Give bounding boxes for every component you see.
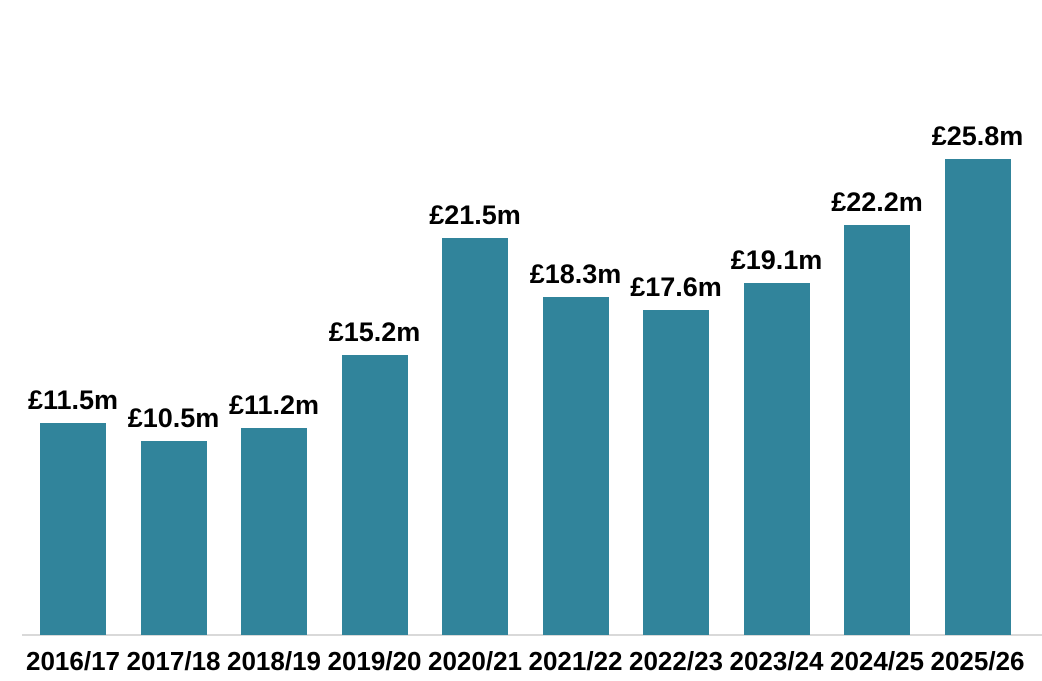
- x-axis-label: 2023/24: [729, 646, 824, 676]
- data-label: £11.2m: [228, 390, 320, 420]
- bar-2024-25: [844, 225, 910, 635]
- data-label: £11.5m: [27, 385, 119, 415]
- data-label: £17.6m: [630, 272, 722, 302]
- x-axis-label: 2024/25: [830, 646, 924, 676]
- x-axis-baseline: [22, 634, 1042, 636]
- bar-2025-26: [944, 159, 1011, 635]
- bar-2016-17: [40, 423, 106, 635]
- data-label: £10.5m: [127, 403, 220, 433]
- x-axis-label: 2016/17: [26, 646, 120, 676]
- x-axis-label: 2022/23: [629, 646, 723, 676]
- x-axis-label: 2025/26: [930, 646, 1025, 676]
- bar-2017-18: [140, 441, 207, 635]
- data-label: £15.2m: [328, 317, 421, 347]
- bar-2019-20: [341, 355, 408, 635]
- bar-2023-24: [743, 283, 810, 635]
- x-axis-label: 2017/18: [126, 646, 221, 676]
- data-label: £22.2m: [831, 187, 923, 217]
- bar-2021-22: [542, 297, 609, 635]
- bar-2022-23: [643, 310, 709, 635]
- data-label: £21.5m: [429, 200, 521, 230]
- bar-2020-21: [442, 238, 508, 635]
- x-axis-label: 2019/20: [327, 646, 422, 676]
- x-axis-label: 2020/21: [428, 646, 522, 676]
- bar-2018-19: [241, 428, 307, 635]
- data-label: £19.1m: [730, 245, 823, 275]
- data-label: £18.3m: [529, 259, 622, 289]
- x-axis-label: 2018/19: [227, 646, 321, 676]
- data-label: £25.8m: [931, 121, 1024, 151]
- x-axis-label: 2021/22: [528, 646, 623, 676]
